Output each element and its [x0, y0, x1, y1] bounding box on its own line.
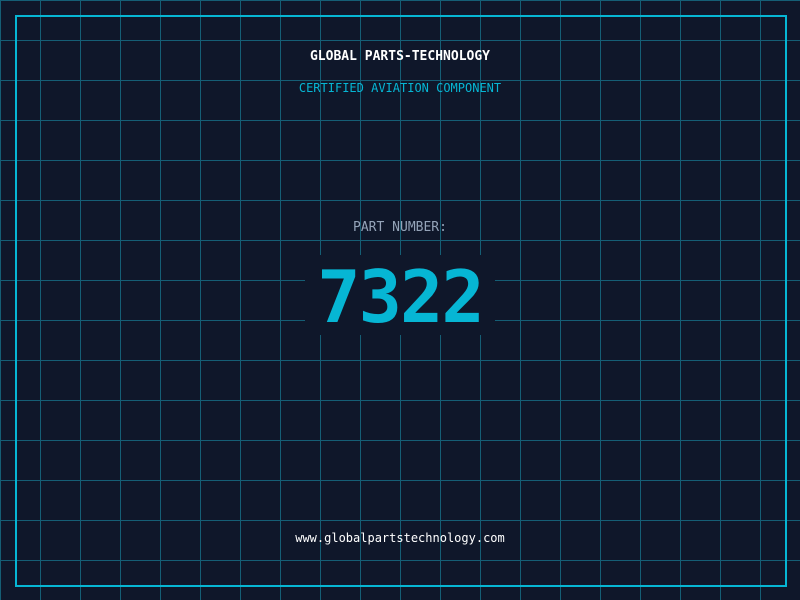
border-frame [15, 15, 787, 587]
company-title: GLOBAL PARTS-TECHNOLOGY [309, 49, 490, 64]
part-number-value: 7322 [305, 255, 495, 339]
certification-subtitle: CERTIFIED AVIATION COMPONENT [298, 81, 502, 95]
website-link[interactable]: www.globalpartstechnology.com [295, 531, 505, 545]
part-number-label: PART NUMBER: [353, 220, 447, 235]
